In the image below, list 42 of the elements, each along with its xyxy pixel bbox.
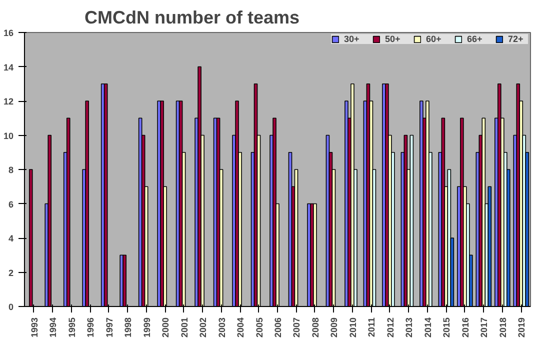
x-tick-label: 2019 <box>516 317 527 338</box>
x-tick-label: 2015 <box>442 317 452 338</box>
x-tick-label: 2004 <box>236 317 246 338</box>
y-tick-label: 14 <box>3 62 14 72</box>
y-tick-label: 6 <box>8 199 14 210</box>
legend-label: 72+ <box>508 34 524 44</box>
x-tick-label: 2005 <box>254 317 264 338</box>
x-tick-label: 1995 <box>66 317 77 338</box>
x-tick-label: 1996 <box>86 317 96 338</box>
x-tick-label: 2017 <box>479 317 490 338</box>
x-tick-label: 2008 <box>310 317 320 338</box>
x-tick-label: 2007 <box>292 317 302 338</box>
y-tick-label: 10 <box>3 130 14 141</box>
y-tick-label: 0 <box>8 302 14 312</box>
chart-title: CMCdN number of teams <box>84 8 300 28</box>
legend-label: 60+ <box>426 34 442 44</box>
x-tick-label: 2003 <box>216 317 227 338</box>
x-tick-label: 2016 <box>460 317 470 338</box>
x-tick-label: 1997 <box>104 317 114 338</box>
x-tick-label: 2010 <box>348 317 358 338</box>
y-tick-label: 12 <box>3 96 14 106</box>
y-tick-label: 4 <box>8 234 14 244</box>
legend-label: 50+ <box>385 34 402 44</box>
x-tick-label: 2006 <box>273 317 283 338</box>
x-tick-label: 2011 <box>366 317 377 338</box>
y-tick-label: 8 <box>8 165 14 175</box>
legend-label: 66+ <box>467 34 484 44</box>
x-tick-label: 2000 <box>160 317 171 338</box>
x-tick-label: 2002 <box>198 317 208 338</box>
x-tick-label: 1999 <box>142 317 152 338</box>
x-tick-label: 2001 <box>179 317 190 338</box>
y-tick-label: 16 <box>3 28 14 38</box>
y-tick-label: 2 <box>8 268 14 278</box>
x-tick-label: 2012 <box>385 317 396 338</box>
x-tick-label: 1994 <box>48 317 58 338</box>
x-tick-label: 2009 <box>329 317 340 338</box>
legend-label: 30+ <box>344 34 360 44</box>
x-tick-label: 2018 <box>498 317 508 338</box>
x-tick-label: 1998 <box>123 317 134 338</box>
x-tick-label: 1993 <box>29 317 40 338</box>
x-tick-label: 2014 <box>422 317 433 338</box>
x-tick-label: 2013 <box>404 317 414 338</box>
